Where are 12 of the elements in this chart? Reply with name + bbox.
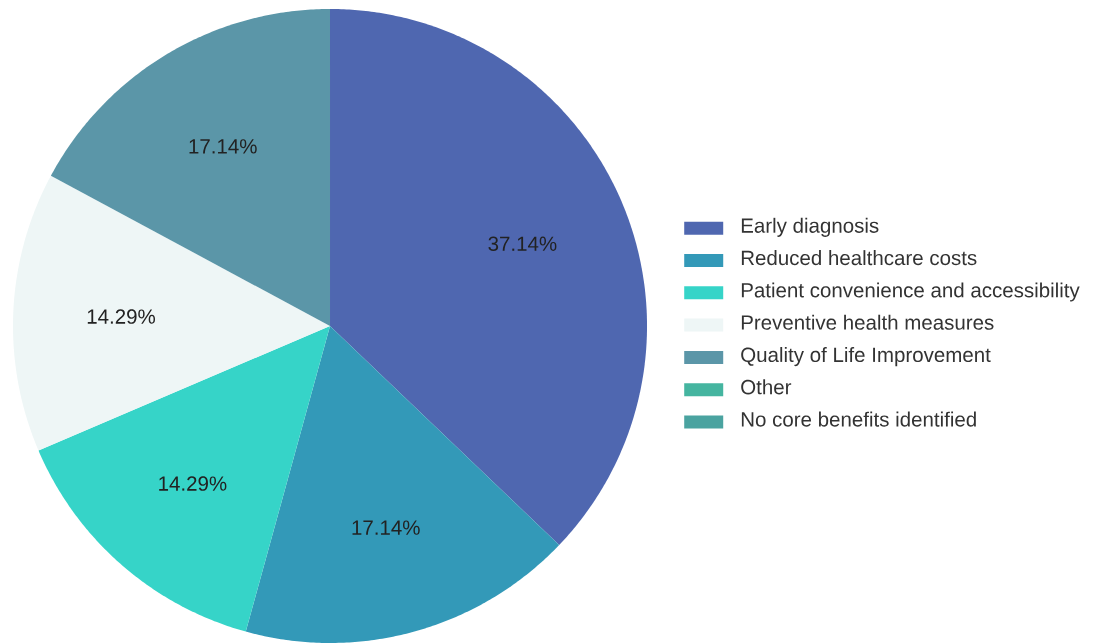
legend-label: Reduced healthcare costs	[741, 250, 977, 266]
data-label: 17.14%	[189, 139, 257, 154]
legend-label: Patient convenience and accessibility	[741, 282, 1080, 302]
data-label: 17.14%	[352, 520, 420, 535]
legend-label: Other	[741, 379, 792, 395]
legend-label: Quality of Life Improvement	[741, 347, 991, 367]
legend-label: Early diagnosis	[741, 217, 879, 237]
legend-label: No core benefits identified	[741, 411, 976, 427]
data-label: 14.29%	[159, 476, 227, 491]
data-label: 14.29%	[87, 309, 156, 324]
data-label: 37.14%	[488, 236, 557, 251]
legend-label: Preventive health measures	[741, 314, 994, 330]
